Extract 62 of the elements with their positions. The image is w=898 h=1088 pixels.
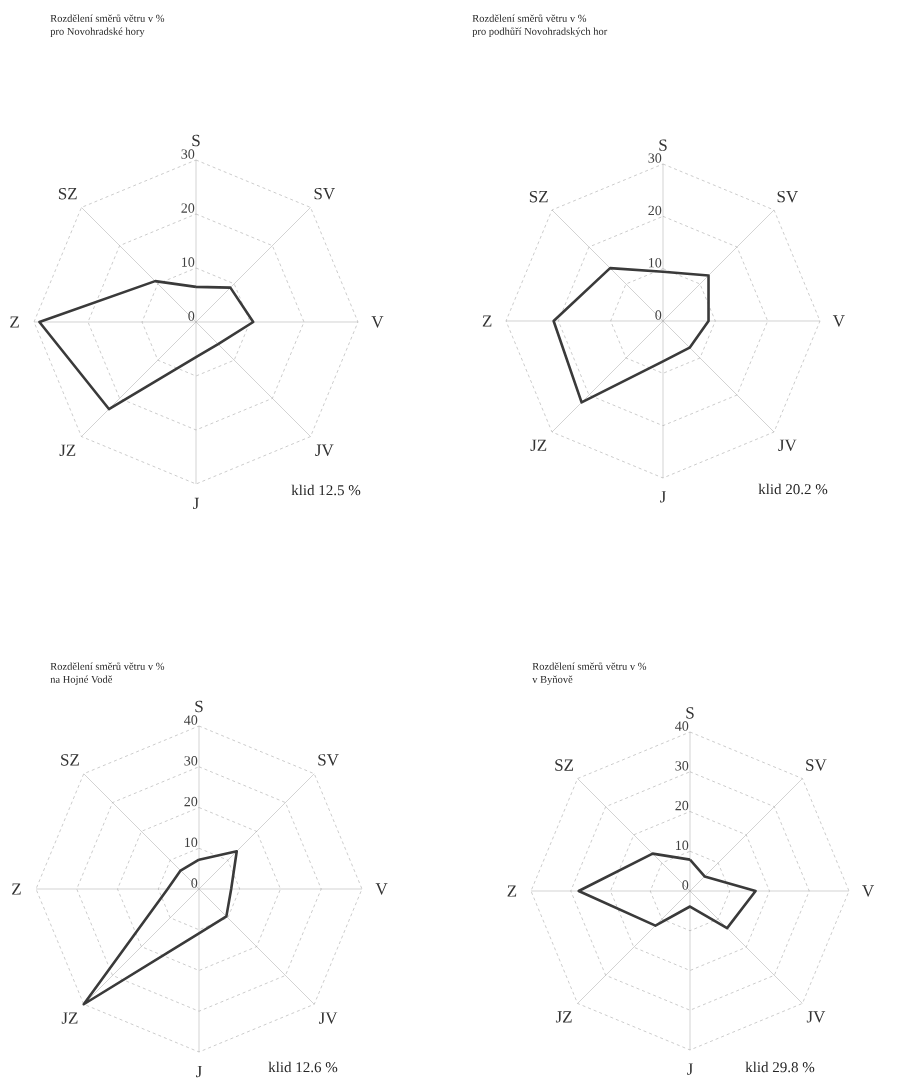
spoke-label: V: [862, 885, 875, 897]
y-tick-label: 0: [655, 310, 662, 320]
spoke-label: J: [687, 1063, 693, 1075]
spoke-label: JV: [319, 1012, 338, 1024]
spoke-label: JZ: [530, 439, 547, 451]
spoke-label: J: [193, 497, 199, 510]
spoke-label: V: [832, 315, 845, 327]
text: klid 29.8 %: [745, 1061, 815, 1073]
spoke-label: SZ: [58, 187, 77, 200]
spoke-label: Z: [12, 883, 21, 895]
y-tick-label: 0: [682, 880, 689, 890]
chart-subtitle: pro Novohradské hory: [50, 27, 145, 38]
chart-subtitle: v Byňově: [532, 675, 573, 686]
spoke-label: S: [686, 707, 694, 719]
y-tick-label: 0: [191, 878, 198, 888]
spoke-label: Z: [10, 316, 19, 328]
spoke-label: Z: [507, 885, 517, 897]
spoke-label: SZ: [529, 190, 548, 203]
spoke-label: SZ: [555, 759, 574, 771]
spoke-label: JV: [806, 1011, 826, 1023]
text: klid 12.5 %: [291, 484, 361, 496]
y-tick-label: 40: [675, 721, 689, 731]
text: klid 20.2 %: [758, 483, 828, 495]
spoke-label: JZ: [61, 1012, 78, 1024]
spoke-label: SV: [806, 759, 827, 771]
y-tick-label: 30: [184, 756, 198, 766]
y-tick-label: 10: [649, 258, 662, 268]
spoke-label: S: [192, 134, 200, 147]
spoke-label: SV: [314, 187, 335, 200]
spoke-label: Z: [482, 315, 492, 327]
y-tick-label: 20: [181, 203, 195, 213]
y-tick-label: 40: [184, 715, 198, 725]
spoke-label: JV: [778, 439, 797, 452]
y-tick-label: 30: [648, 153, 662, 163]
chart-subtitle: pro podhůří Novohradských hor: [472, 27, 608, 38]
y-tick-label: 10: [676, 840, 689, 851]
spoke-label: JZ: [59, 444, 76, 456]
spoke-label: JZ: [555, 1011, 572, 1023]
spoke-label: SV: [777, 190, 799, 203]
spoke-label: J: [660, 491, 666, 503]
y-tick-label: 20: [675, 800, 689, 811]
spoke-label: SV: [318, 754, 339, 766]
chart-title: Rozdělení směrů větru v %: [532, 662, 647, 670]
spoke-label: JV: [315, 444, 334, 456]
spoke-label: V: [371, 316, 384, 328]
spoke-label: V: [375, 883, 388, 895]
y-tick-label: 10: [185, 837, 198, 848]
spoke-label: SZ: [61, 754, 79, 766]
chart-title: Rozdělení směrů větru v %: [50, 662, 165, 670]
spoke-label: J: [196, 1065, 202, 1078]
y-tick-label: 10: [182, 257, 195, 267]
chart-title: Rozdělení směrů větru v %: [472, 14, 587, 22]
chart-subtitle: na Hojné Vodě: [50, 675, 113, 686]
y-tick-label: 0: [188, 311, 195, 321]
chart-title: Rozdělení směrů větru v %: [50, 14, 165, 22]
spoke-label: S: [659, 139, 667, 151]
y-tick-label: 20: [184, 796, 198, 807]
spoke-label: S: [195, 700, 203, 713]
y-tick-label: 20: [648, 205, 662, 216]
y-tick-label: 30: [181, 149, 195, 159]
y-tick-label: 30: [675, 761, 689, 771]
text: klid 12.6 %: [268, 1061, 338, 1073]
